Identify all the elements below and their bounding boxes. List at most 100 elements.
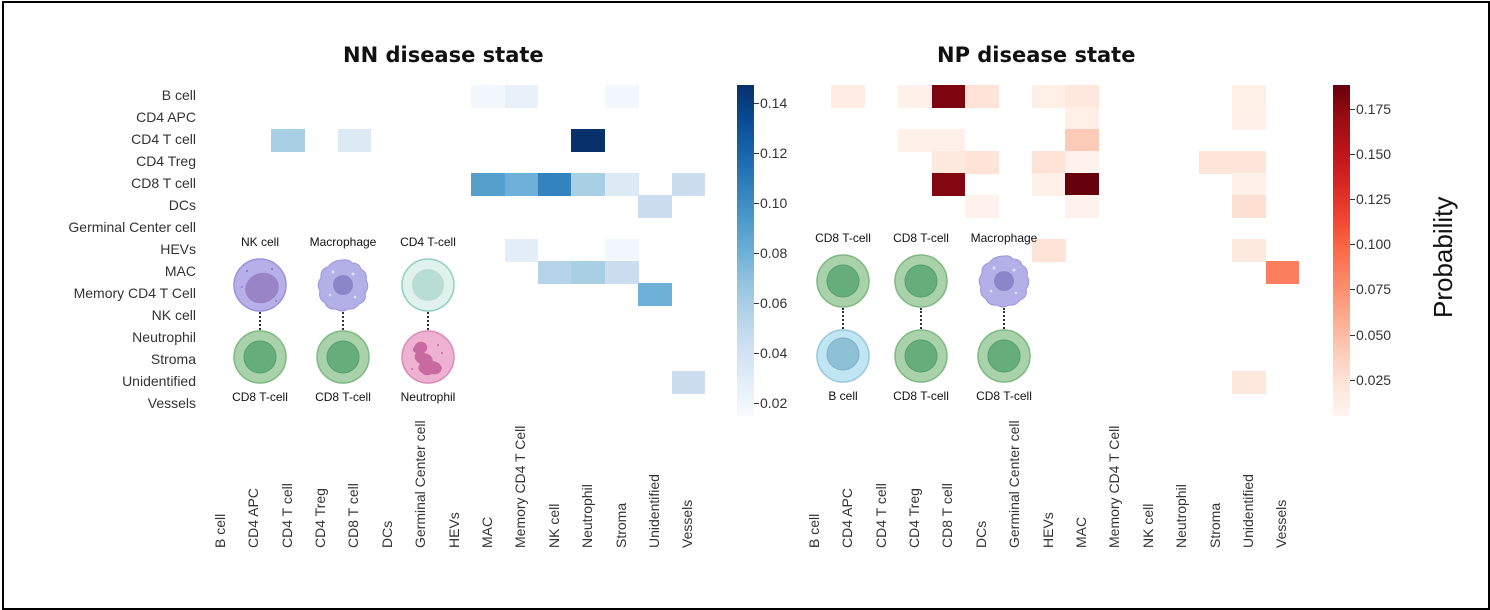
y-tick-label: CD4 APC [136,109,196,125]
interaction-connector [920,308,922,329]
colorbar-tick [1350,244,1355,246]
colorbar-tick-label: 0.12 [760,144,788,161]
heatmap-cell [1065,173,1100,196]
x-tick-label: CD8 T cell [939,483,956,548]
x-tick-label: Unidentified [1239,474,1256,548]
interaction-connector [427,312,429,330]
x-tick-label: CD4 Treg [905,488,922,548]
x-tick-label: NK cell [545,503,562,548]
heatmap-cell [1065,107,1100,130]
x-tick-label: B cell [805,513,822,548]
y-tick-label: CD4 T cell [131,131,196,147]
x-tick-label: Neutrophil [579,484,596,548]
cell-type-label: NK cell [240,235,279,249]
heatmap-cell [1065,85,1100,108]
y-tick-label: HEVs [160,241,196,257]
y-tick-label: CD8 T cell [131,175,196,191]
heatmap-cell [1232,107,1267,130]
cell-type-label: CD4 T-cell [400,235,456,249]
heatmap-cell [604,85,639,108]
cd8-t-cell-icon [815,253,871,309]
y-tick-label: NK cell [151,307,196,323]
heatmap-cell [1232,173,1267,196]
colorbar-tick [754,403,759,405]
x-tick-label: Germinal Center cell [1006,420,1023,548]
heatmap-cell [1031,239,1066,262]
colorbar-tick [754,353,759,355]
interaction-connector [842,308,844,329]
heatmap-cell [1065,195,1100,218]
heatmap-cell [965,85,999,108]
x-tick-label: CD4 APC [839,488,856,548]
x-tick-label: DCs [972,520,989,548]
heatmap-cell [1232,371,1267,394]
cd8-t-cell-icon [893,328,949,384]
colorbar-tick [754,303,759,305]
colorbar-tick-label: 0.025 [1356,371,1392,388]
x-tick-label: CD4 T cell [278,483,295,548]
colorbar-tick-label: 0.175 [1356,100,1392,117]
macrophage-icon [976,253,1032,309]
colorbar-tick [754,152,759,154]
cd8-t-cell-icon [315,329,371,385]
y-tick-label: Unidentified [122,373,196,389]
x-tick-label: Memory CD4 T Cell [512,425,529,548]
heatmap-cell [270,129,305,152]
heatmap-cell [1232,151,1267,174]
cell-type-label: CD8 T-cell [232,390,288,404]
cell-type-label: CD8 T-cell [976,389,1032,403]
colorbar [1333,85,1350,416]
y-tick-label: Neutrophil [132,329,196,345]
heatmap-cell [638,195,673,218]
cd8-t-cell-icon [893,253,949,309]
x-tick-label: CD8 T cell [345,483,362,548]
heatmap-cell [538,261,572,284]
colorbar-tick-label: 0.10 [760,194,788,211]
heatmap-cell [1232,195,1267,218]
colorbar-tick [1350,334,1355,336]
cell-type-label: CD8 T-cell [315,390,371,404]
colorbar-tick-label: 0.125 [1356,190,1392,207]
heatmap-cell [931,151,966,174]
heatmap-cell [1031,151,1066,174]
heatmap-cell [1232,85,1267,108]
x-tick-label: HEVs [1039,512,1056,548]
heatmap-cell [571,173,606,196]
interaction-connector [259,312,261,330]
cell-type-label: Macrophage [309,235,377,249]
cell-type-label: Macrophage [970,231,1038,245]
colorbar-tick [1350,379,1355,381]
colorbar-tick [754,102,759,104]
heatmap-cell [931,85,966,108]
cell-type-label: Neutrophil [400,390,456,404]
heatmap-cell [965,151,999,174]
colorbar-tick-label: 0.08 [760,245,788,261]
y-tick-label: B cell [161,87,196,103]
colorbar-label: Probability [1428,196,1458,318]
cd8-t-cell-icon [232,329,288,385]
heatmap-cell [471,173,506,196]
heatmap-cell [671,371,706,394]
y-tick-label: Memory CD4 T Cell [73,285,196,301]
x-tick-label: Stroma [612,502,629,548]
heatmap-cell [571,261,606,284]
x-tick-label: Neutrophil [1173,484,1190,548]
colorbar-tick [1350,108,1355,110]
np-title: NP disease state [937,43,1136,67]
y-tick-label: Stroma [150,351,196,367]
colorbar-tick-label: 0.050 [1356,326,1392,343]
x-tick-label: NK cell [1139,503,1156,548]
heatmap-cell [1031,85,1066,108]
heatmap-cell [571,129,606,152]
y-tick-label: Germinal Center cell [68,219,196,235]
colorbar [737,85,754,416]
heatmap-cell [337,129,372,152]
interaction-connector [342,312,344,330]
heatmap-cell [604,173,639,196]
heatmap-cell [504,173,539,196]
colorbar-tick [1350,153,1355,155]
heatmap-cell [504,239,539,262]
heatmap-cell [604,239,639,262]
cell-type-label: CD8 T-cell [893,231,949,245]
